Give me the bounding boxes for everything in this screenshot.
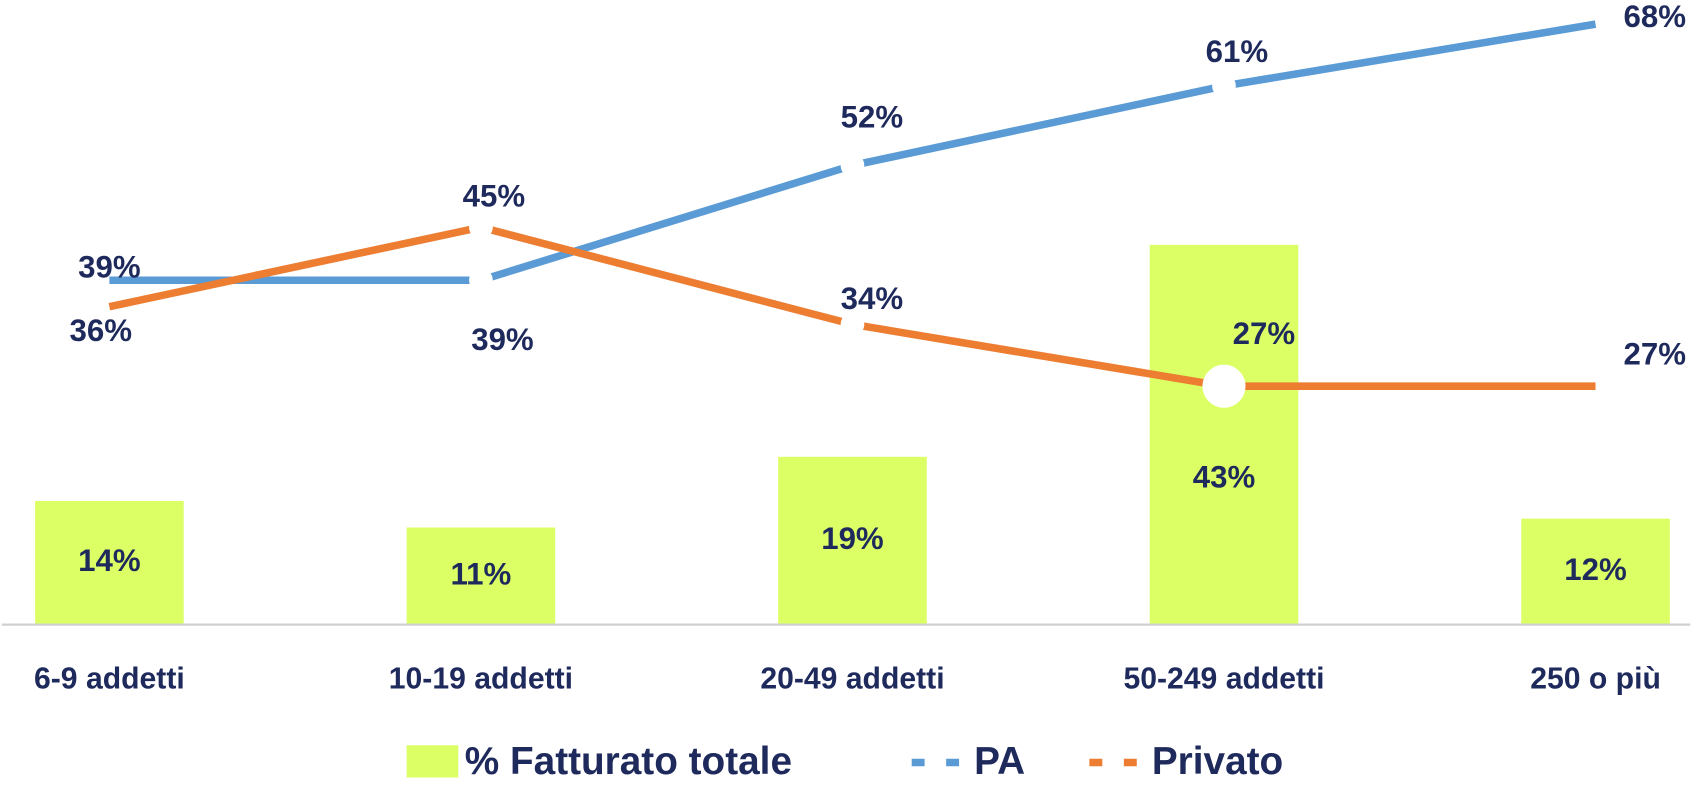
data-label: 52% <box>841 99 903 134</box>
bar <box>778 456 927 625</box>
x-tick-label: 10-19 addetti <box>389 663 573 696</box>
point-gap <box>469 268 493 293</box>
data-label: 39% <box>471 322 533 357</box>
data-label: 45% <box>463 178 525 213</box>
data-label: 34% <box>841 281 903 316</box>
point-gap <box>840 153 865 178</box>
data-label: 19% <box>821 521 883 556</box>
legend-swatch <box>406 745 459 778</box>
x-tick-label: 50-249 addetti <box>1123 663 1324 696</box>
point-gap <box>1212 74 1236 98</box>
x-tick-label: 6-9 addetti <box>34 663 185 696</box>
data-label: 27% <box>1233 316 1295 351</box>
point-gap <box>469 215 493 240</box>
data-label: 39% <box>78 250 140 285</box>
data-label: 61% <box>1206 34 1268 69</box>
data-label: 11% <box>451 556 512 591</box>
data-label: 12% <box>1564 552 1626 587</box>
data-label: 68% <box>1624 0 1686 34</box>
bar <box>1149 244 1299 625</box>
data-label: 43% <box>1193 459 1255 494</box>
legend-label: Privato <box>1152 740 1283 783</box>
line <box>109 20 1597 284</box>
legend-label: PA <box>974 740 1025 783</box>
data-label: 36% <box>70 313 132 348</box>
bar <box>406 527 556 625</box>
data-label: 27% <box>1624 336 1686 371</box>
data-label: 14% <box>78 543 140 578</box>
x-tick-label: 20-49 addetti <box>760 663 944 696</box>
x-tick-label: 250 o più <box>1530 663 1661 696</box>
point-gap <box>1202 364 1246 408</box>
bar <box>1521 518 1670 625</box>
bar <box>35 500 184 625</box>
legend-label: % Fatturato totale <box>465 740 792 783</box>
point-gap <box>840 312 865 337</box>
